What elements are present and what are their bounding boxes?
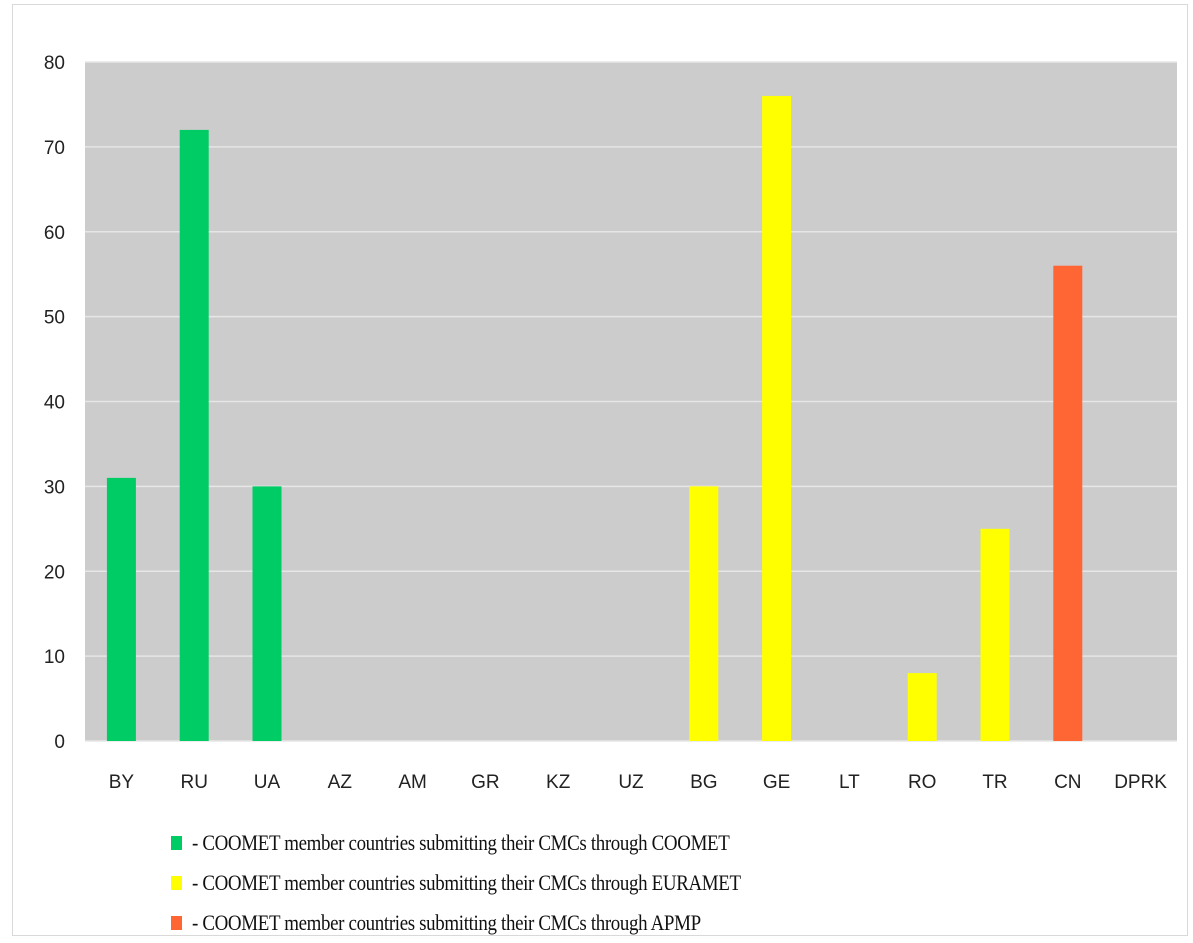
chart-frame: 0 10 20 30 40 50 60 70 80 BY RU UA AZ AM GR KZ UZ BG GE LT… [12,4,1188,936]
x-tick-label: LT [839,772,860,793]
legend-item-coomet: - COOMET member countries submitting the… [171,823,830,863]
x-tick-label: AZ [328,772,353,793]
bar-ua [252,486,282,741]
bar-ge [762,95,792,741]
y-tick-label: 70 [44,138,65,159]
bar-bg [689,486,719,741]
legend-item-euramet: - COOMET member countries submitting the… [171,863,830,903]
x-tick-label: GR [471,772,500,793]
y-tick-label: 60 [44,223,65,244]
legend: - COOMET member countries submitting the… [171,823,830,943]
x-axis-ticks: BY RU UA AZ AM GR KZ UZ BG GE LT RO TR CN DPRK [109,772,1168,793]
bar-chart: 0 10 20 30 40 50 60 70 80 BY RU UA AZ AM GR KZ UZ BG GE LT… [44,53,1177,793]
legend-label-apmp: - COOMET member countries submitting the… [192,910,701,935]
x-tick-label: TR [982,772,1007,793]
x-tick-label: GE [763,772,790,793]
x-tick-label: BG [690,772,717,793]
x-tick-label: KZ [546,772,571,793]
legend-swatch-coomet [171,836,182,850]
bar-ro [907,673,937,741]
bar-cn [1053,265,1083,741]
y-tick-label: 30 [44,477,65,498]
legend-item-apmp: - COOMET member countries submitting the… [171,903,830,943]
y-axis-ticks: 0 10 20 30 40 50 60 70 80 [44,53,65,753]
legend-label-euramet: - COOMET member countries submitting the… [192,870,741,895]
y-tick-label: 10 [44,647,65,668]
bars [106,95,1083,741]
y-tick-label: 40 [44,393,65,414]
legend-label-coomet: - COOMET member countries submitting the… [192,830,730,855]
y-tick-label: 50 [44,308,65,329]
x-tick-label: DPRK [1114,772,1167,793]
legend-swatch-apmp [171,916,182,930]
x-tick-label: BY [109,772,135,793]
bar-by [106,477,136,741]
x-tick-label: UZ [618,772,644,793]
y-tick-label: 0 [54,732,65,753]
bar-ru [179,129,209,741]
x-tick-label: CN [1054,772,1081,793]
bar-tr [980,528,1010,741]
x-tick-label: RU [180,772,207,793]
x-tick-label: UA [254,772,281,793]
x-tick-label: AM [398,772,427,793]
legend-swatch-euramet [171,876,182,890]
y-tick-label: 20 [44,562,65,583]
y-tick-label: 80 [44,53,65,74]
x-tick-label: RO [908,772,937,793]
